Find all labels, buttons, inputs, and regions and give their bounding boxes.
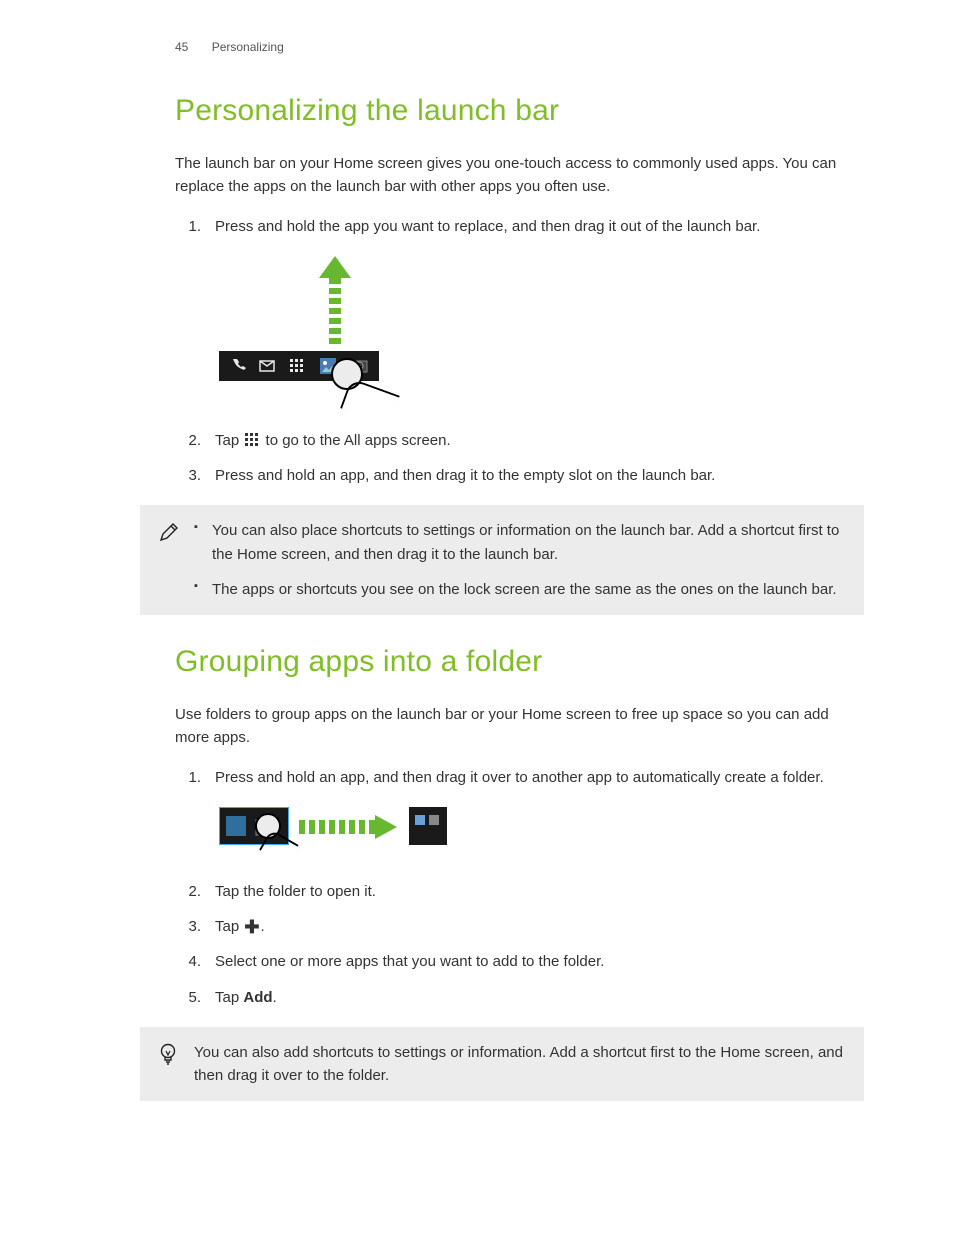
step-number: 1. [175,215,215,238]
step-4: 4. Select one or more apps that you want… [175,950,854,973]
lightbulb-icon [158,1041,194,1088]
finger-graphic [331,358,363,390]
steps-list-1: 1. Press and hold the app you want to re… [175,215,854,238]
heading-grouping-apps: Grouping apps into a folder [175,645,854,679]
step-5: 5. Tap Add. [175,986,854,1009]
steps-list-2: 1. Press and hold an app, and then drag … [175,766,854,789]
arrow-right-icon [299,815,409,839]
step-1: 1. Press and hold an app, and then drag … [175,766,854,789]
illustration-drag-folder [219,807,854,862]
manual-page: 45 Personalizing Personalizing the launc… [0,0,954,1191]
step-text: Press and hold an app, and then drag it … [215,766,854,789]
steps-list-1b: 2. Tap to go to the All apps screen. 3. … [175,429,854,488]
note-bullet-list: You can also place shortcuts to settings… [194,519,846,601]
illustration-drag-out [219,256,854,411]
step-number: 4. [175,950,215,973]
steps-list-2b: 2. Tap the folder to open it. 3. Tap ✚. … [175,880,854,1009]
step-2: 2. Tap to go to the All apps screen. [175,429,854,452]
step-text: Tap ✚. [215,915,854,938]
section-name: Personalizing [212,40,284,54]
step-2: 2. Tap the folder to open it. [175,880,854,903]
step-text-pre: Tap [215,432,243,449]
step-3: 3. Press and hold an app, and then drag … [175,464,854,487]
heading-personalizing-launch-bar: Personalizing the launch bar [175,94,854,128]
add-label: Add [243,989,272,1006]
folder-target-graphic [409,807,447,845]
step-number: 5. [175,986,215,1009]
step-text-pre: Tap [215,918,243,935]
note-box-pen: You can also place shortcuts to settings… [140,505,864,615]
tip-box-bulb: You can also add shortcuts to settings o… [140,1027,864,1102]
finger-graphic [255,813,281,839]
step-3: 3. Tap ✚. [175,915,854,938]
intro-paragraph-2: Use folders to group apps on the launch … [175,703,854,750]
step-number: 3. [175,915,215,938]
step-text: Select one or more apps that you want to… [215,950,854,973]
intro-paragraph: The launch bar on your Home screen gives… [175,152,854,199]
tip-text: You can also add shortcuts to settings o… [194,1041,846,1088]
step-number: 2. [175,880,215,903]
page-number: 45 [175,40,188,54]
step-text: Tap to go to the All apps screen. [215,429,854,452]
step-text: Tap Add. [215,986,854,1009]
step-text: Tap the folder to open it. [215,880,854,903]
all-apps-grid-icon [245,433,259,447]
pen-icon [158,519,194,601]
step-number: 3. [175,464,215,487]
apps-grid-icon [288,357,306,375]
step-text-pre: Tap [215,989,243,1006]
arrow-up-icon [319,256,351,351]
note-bullet: You can also place shortcuts to settings… [194,519,846,566]
phone-icon [229,357,247,375]
step-1: 1. Press and hold the app you want to re… [175,215,854,238]
step-number: 2. [175,429,215,452]
step-text: Press and hold the app you want to repla… [215,215,854,238]
step-text-post: to go to the All apps screen. [261,432,450,449]
step-text: Press and hold an app, and then drag it … [215,464,854,487]
step-number: 1. [175,766,215,789]
mail-icon [258,357,276,375]
step-text-post: . [273,989,277,1006]
page-header: 45 Personalizing [175,40,854,54]
note-bullet: The apps or shortcuts you see on the loc… [194,578,846,601]
step-text-post: . [260,918,264,935]
